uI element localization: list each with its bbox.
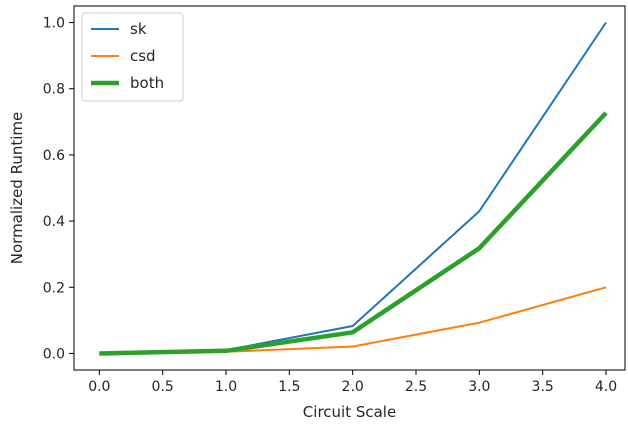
plot-frame bbox=[73, 5, 626, 371]
x-tick-label: 3.5 bbox=[532, 379, 554, 395]
x-tick-label: 1.0 bbox=[215, 379, 237, 395]
x-tick-label: 3.0 bbox=[468, 379, 490, 395]
x-tick-label: 0.0 bbox=[88, 379, 110, 395]
y-tick-label: 1.0 bbox=[43, 16, 65, 32]
legend-label: csd bbox=[130, 47, 156, 65]
series-line-csd bbox=[99, 286, 607, 355]
legend: sk csd both bbox=[81, 12, 184, 102]
series-line-both bbox=[99, 111, 608, 356]
legend-box bbox=[81, 12, 184, 102]
legend-label: both bbox=[130, 74, 164, 92]
y-tick-label: 0.2 bbox=[43, 280, 65, 296]
x-tick-label: 4.0 bbox=[595, 379, 617, 395]
x-tick-label: 1.5 bbox=[278, 379, 300, 395]
x-tick-label: 2.5 bbox=[405, 379, 427, 395]
y-tick-label: 0.6 bbox=[43, 148, 65, 164]
y-tick-label: 0.0 bbox=[43, 346, 65, 362]
y-axis-label: Normalized Runtime bbox=[8, 112, 26, 264]
x-axis-label: Circuit Scale bbox=[303, 403, 396, 421]
x-tick-label: 0.5 bbox=[152, 379, 174, 395]
x-axis: 0.0 0.5 1.0 1.5 2.0 2.5 3.0 3.5 4.0 bbox=[88, 370, 617, 395]
y-tick-label: 0.8 bbox=[43, 82, 65, 98]
y-tick-label: 0.4 bbox=[43, 214, 65, 230]
plot-lines bbox=[99, 21, 608, 356]
legend-label: sk bbox=[130, 20, 147, 38]
x-tick-label: 2.0 bbox=[342, 379, 364, 395]
y-axis: 0.0 0.2 0.4 0.6 0.8 1.0 bbox=[43, 16, 74, 362]
